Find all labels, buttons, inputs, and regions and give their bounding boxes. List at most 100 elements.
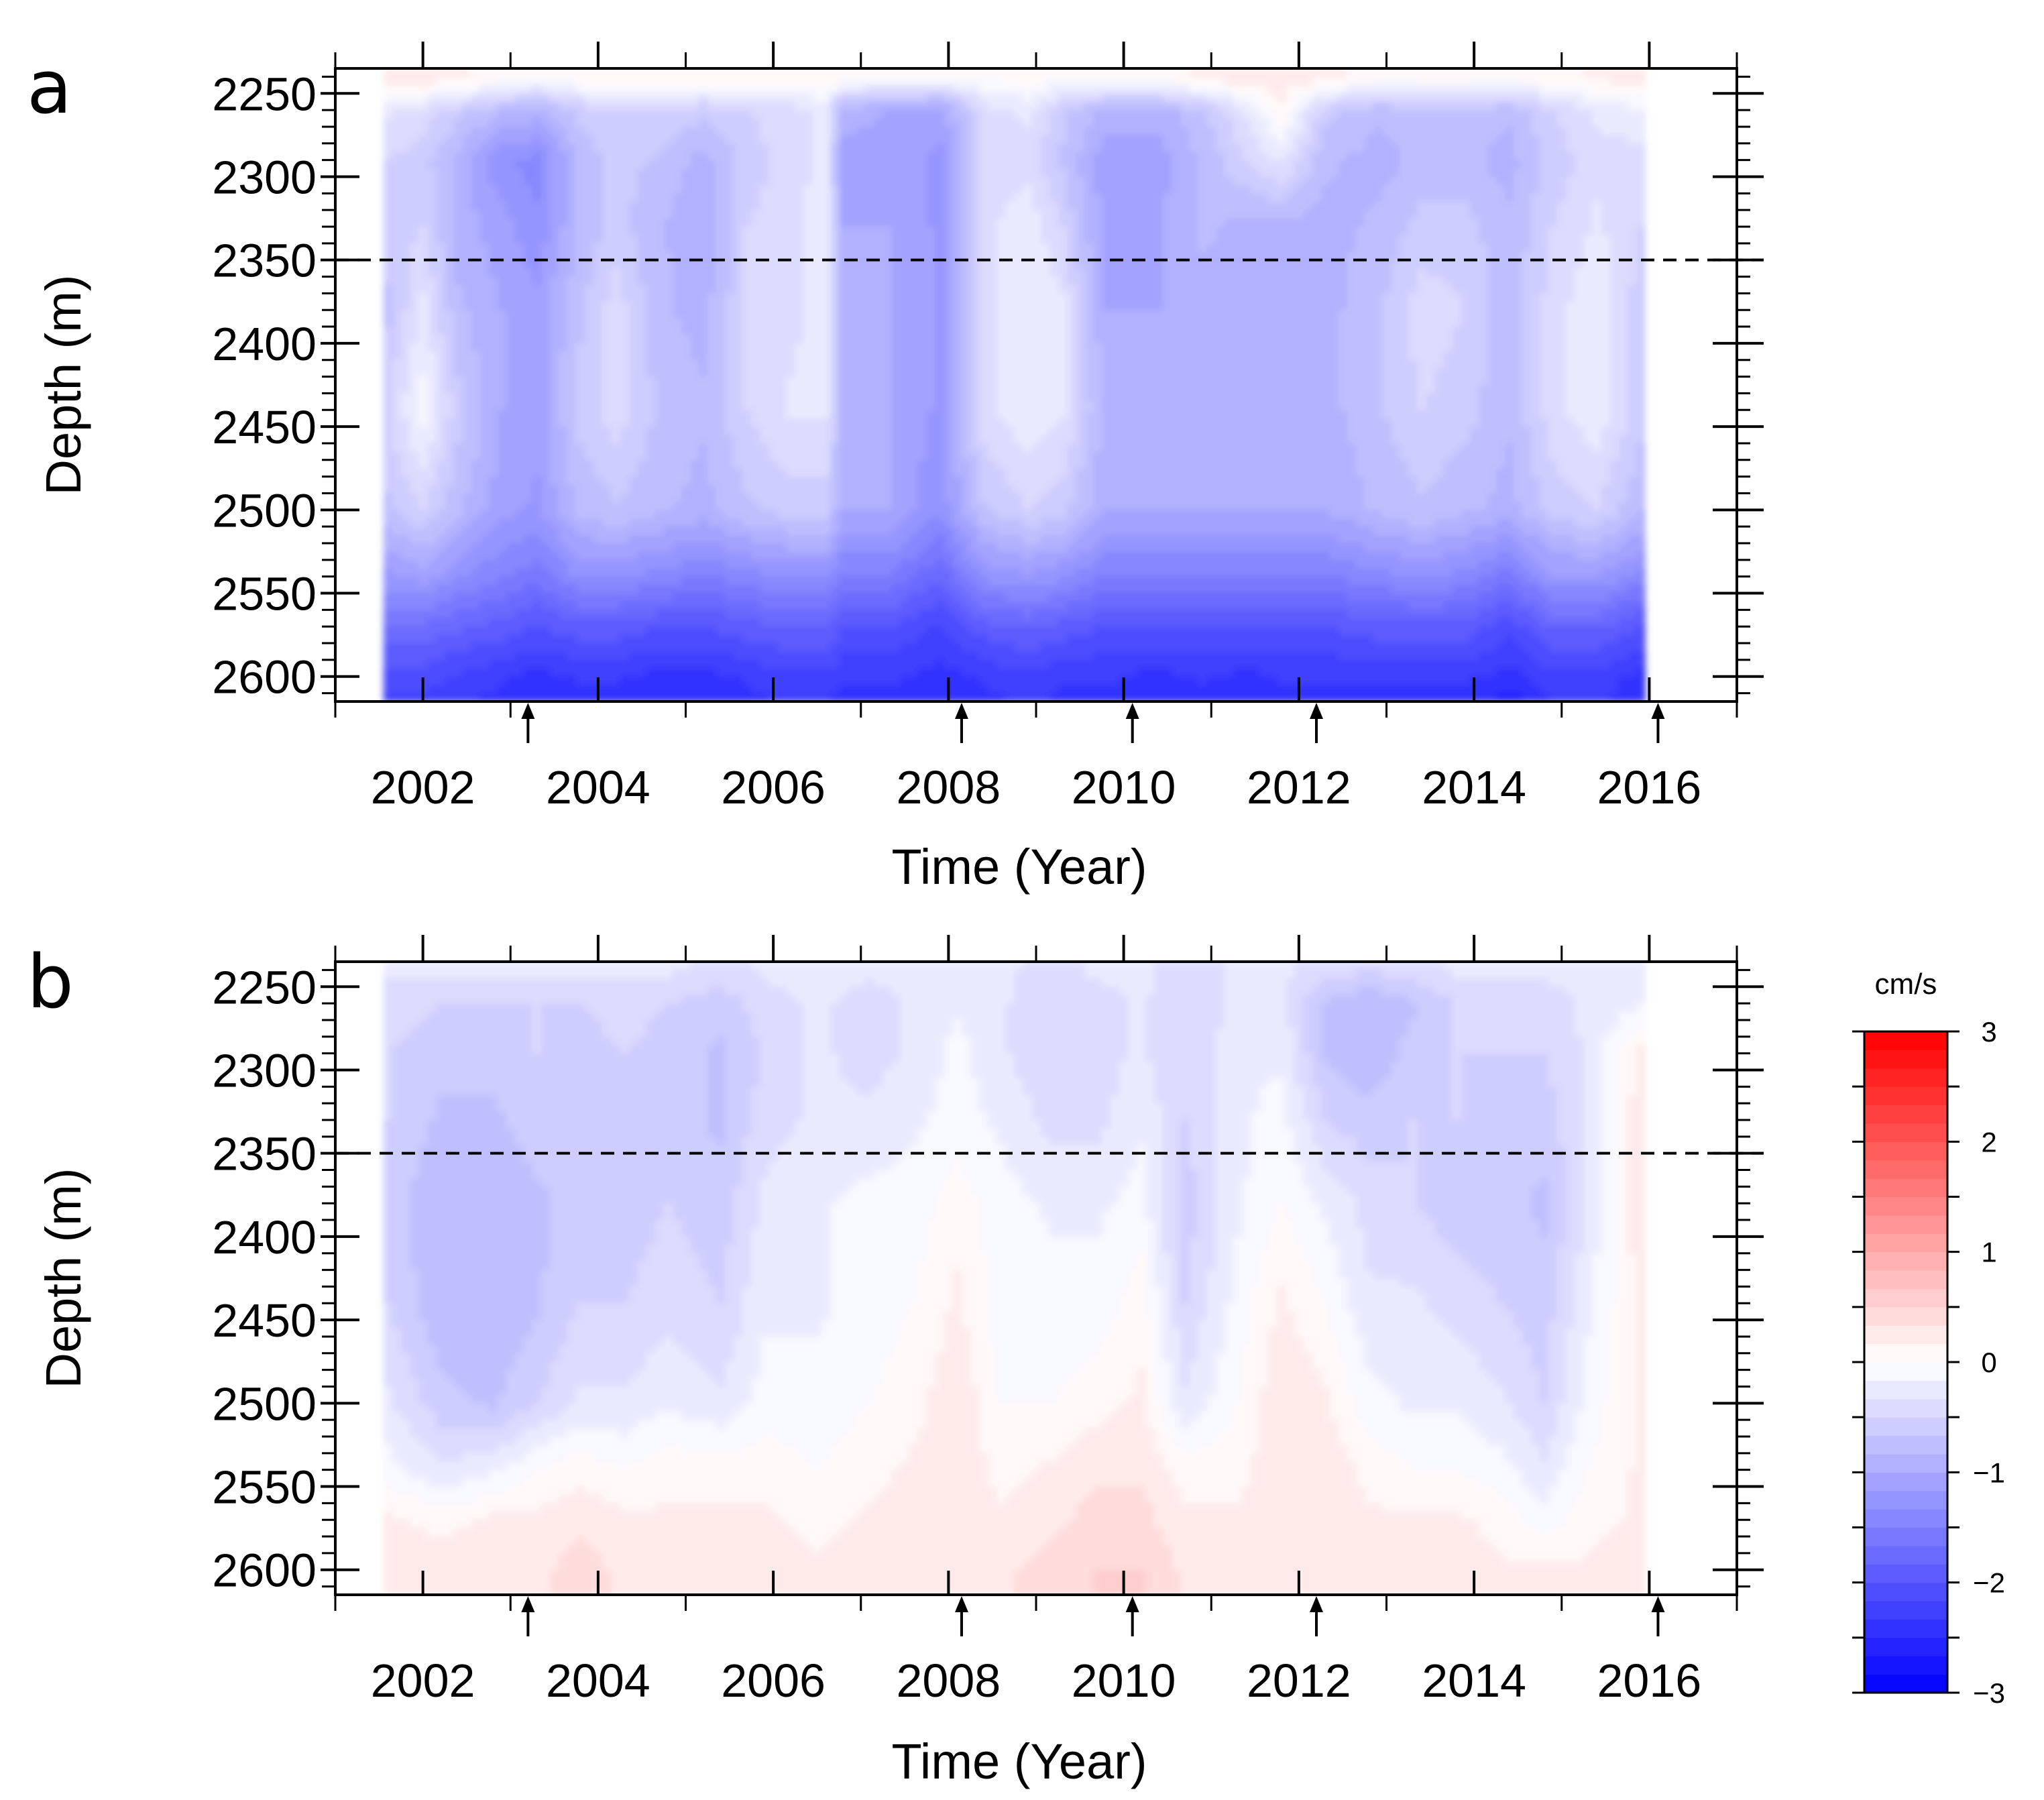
heatmap-cell (821, 543, 831, 553)
heatmap-cell (848, 659, 858, 669)
heatmap-cell (462, 693, 472, 701)
heatmap-cell (453, 427, 463, 436)
heatmap-cell (410, 601, 419, 611)
heatmap-cell (672, 518, 682, 527)
heatmap-cell (628, 260, 638, 269)
heatmap-cell (523, 160, 533, 169)
heatmap-cell (690, 693, 699, 701)
heatmap-cell (637, 393, 647, 402)
heatmap-cell (532, 385, 542, 394)
heatmap-cell (760, 293, 770, 302)
heatmap-cell (777, 601, 787, 611)
heatmap-cell (926, 618, 936, 628)
heatmap-cell (690, 110, 699, 119)
heatmap-cell (497, 585, 507, 594)
heatmap-cell (628, 510, 638, 519)
heatmap-cell (445, 634, 455, 644)
heatmap-cell (935, 476, 945, 486)
heatmap-cell (944, 235, 954, 244)
heatmap-cell (795, 618, 805, 628)
heatmap-cell (453, 284, 463, 294)
heatmap-cell (672, 418, 682, 427)
heatmap-cell (523, 693, 533, 701)
heatmap-cell (830, 385, 840, 394)
heatmap-cell (690, 393, 699, 402)
heatmap-cell (760, 535, 770, 544)
heatmap-cell (523, 676, 533, 685)
heatmap-cell (952, 193, 962, 203)
heatmap-cell (900, 376, 910, 386)
heatmap-cell (541, 201, 551, 211)
heatmap-cell (637, 143, 647, 153)
heatmap-cell (795, 201, 805, 211)
heatmap-cell (392, 193, 402, 203)
heatmap-cell (751, 518, 761, 527)
heatmap-cell (418, 634, 429, 644)
heatmap-cell (576, 518, 586, 527)
heatmap-cell (593, 659, 604, 669)
heatmap-cell (514, 551, 524, 561)
heatmap-cell (585, 535, 595, 544)
heatmap-cell (839, 435, 849, 444)
heatmap-cell (427, 260, 437, 269)
heatmap-cell (926, 668, 936, 677)
heatmap-cell (523, 110, 533, 119)
heatmap-cell (952, 318, 962, 327)
heatmap-cell (742, 110, 752, 119)
heatmap-cell (751, 693, 761, 701)
heatmap-cell (559, 643, 569, 653)
heatmap-cell (602, 393, 612, 402)
heatmap-cell (690, 210, 699, 219)
heatmap-cell (707, 459, 718, 469)
heatmap-cell (909, 218, 919, 227)
heatmap-cell (620, 585, 630, 594)
heatmap-cell (909, 501, 919, 511)
heatmap-cell (883, 227, 893, 236)
heatmap-cell (585, 493, 595, 502)
heatmap-cell (952, 143, 962, 153)
heatmap-cell (839, 376, 849, 386)
heatmap-cell (445, 184, 455, 194)
heatmap-cell (821, 376, 831, 386)
heatmap-cell (865, 368, 875, 378)
heatmap-cell (663, 401, 673, 411)
heatmap-cell (909, 351, 919, 361)
heatmap-cell (392, 618, 402, 628)
heatmap-cell (672, 459, 682, 469)
heatmap-cell (716, 410, 726, 419)
heatmap-cell (663, 435, 673, 444)
heatmap-cell (760, 335, 770, 344)
heatmap-cell (471, 368, 481, 378)
heatmap-cell (462, 535, 472, 544)
heatmap-cell (821, 118, 831, 127)
heatmap-cell (383, 393, 393, 402)
heatmap-cell (803, 693, 813, 701)
heatmap-cell (620, 260, 630, 269)
heatmap-cell (751, 343, 761, 353)
heatmap-cell (410, 518, 419, 527)
heatmap-cell (786, 427, 796, 436)
heatmap-cell (523, 559, 533, 569)
heatmap-cell (506, 401, 516, 411)
heatmap-cell (418, 376, 429, 386)
heatmap-cell (567, 243, 577, 253)
heatmap-cell (821, 576, 831, 585)
heatmap-cell (786, 468, 796, 477)
heatmap-cell (532, 518, 542, 527)
heatmap-cell (436, 559, 446, 569)
heatmap-cell (795, 243, 805, 253)
heatmap-cell (699, 427, 709, 436)
heatmap-cell (786, 218, 796, 227)
heatmap-cell (795, 468, 805, 477)
heatmap-cell (874, 376, 884, 386)
heatmap-cell (559, 68, 569, 78)
heatmap-cell (742, 668, 752, 677)
heatmap-cell (795, 327, 805, 336)
heatmap-cell (891, 85, 901, 95)
heatmap-cell (567, 559, 577, 569)
heatmap-cell (559, 152, 569, 161)
heatmap-cell (506, 626, 516, 636)
heatmap-cell (445, 651, 455, 661)
heatmap-cell (383, 510, 393, 519)
